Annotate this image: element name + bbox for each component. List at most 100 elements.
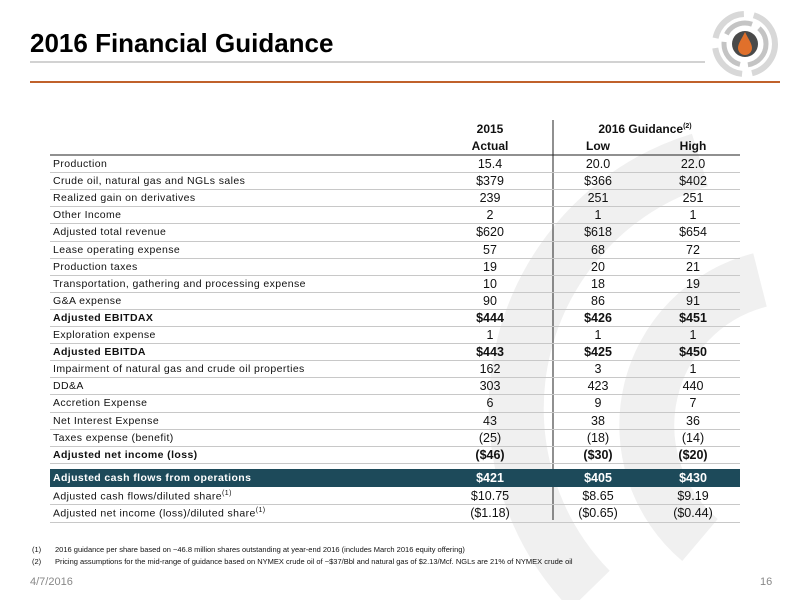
cell-value: 3 bbox=[594, 362, 602, 377]
cell-value: 20.0 bbox=[585, 157, 611, 171]
cell-value: 1 bbox=[689, 362, 697, 377]
cell-value: 7 bbox=[689, 396, 697, 411]
cell-value: $618 bbox=[584, 225, 612, 240]
cell-value: $450 bbox=[679, 345, 707, 360]
cell-value: 15.4 bbox=[477, 157, 503, 171]
cell-value: $10.75 bbox=[470, 488, 510, 503]
superscript: (2) bbox=[683, 123, 692, 130]
row-line bbox=[50, 274, 740, 276]
row-line bbox=[50, 521, 740, 523]
logo bbox=[712, 11, 778, 77]
cell-value: (25) bbox=[478, 430, 502, 445]
footnote-text: 2016 guidance per share based on ~46.8 m… bbox=[55, 545, 465, 554]
page-number: 16 bbox=[760, 576, 773, 588]
cell-value: 72 bbox=[686, 242, 700, 257]
row-label: Production bbox=[53, 158, 108, 170]
column-header: Low bbox=[586, 139, 610, 153]
cell-value: 1 bbox=[594, 208, 602, 223]
row-line bbox=[50, 291, 740, 293]
date: 4/7/2016 bbox=[30, 576, 73, 588]
superscript: (1) bbox=[222, 489, 232, 497]
cell-value: 1 bbox=[594, 328, 602, 342]
column-header: Actual bbox=[471, 139, 509, 153]
row-line bbox=[50, 223, 740, 225]
cell-value: ($20) bbox=[678, 447, 708, 462]
cell-value: $8.65 bbox=[582, 488, 614, 503]
cell-value: 239 bbox=[479, 191, 501, 206]
cell-value: $426 bbox=[584, 310, 612, 325]
cell-value: $620 bbox=[476, 225, 504, 240]
cell-value: $379 bbox=[476, 174, 504, 189]
cell-value: 43 bbox=[483, 413, 497, 428]
cell-value: 9 bbox=[594, 396, 602, 411]
row-line bbox=[50, 428, 740, 430]
cell-value: $402 bbox=[679, 174, 707, 189]
row-label: Exploration expense bbox=[53, 329, 156, 341]
row-label: Adjusted EBITDA bbox=[53, 346, 146, 359]
cell-value: 423 bbox=[587, 379, 609, 394]
cell-value: ($1.18) bbox=[470, 506, 510, 520]
cell-value: 10 bbox=[483, 276, 497, 291]
row-label: Net Interest Expense bbox=[53, 414, 160, 427]
cell-value: 57 bbox=[483, 242, 497, 257]
column-header: High bbox=[679, 139, 707, 153]
cell-value: $443 bbox=[476, 345, 504, 360]
cell-value: $430 bbox=[679, 471, 707, 485]
row-line bbox=[50, 240, 740, 242]
cell-value: $9.19 bbox=[677, 488, 709, 503]
row-label: Lease operating expense bbox=[53, 243, 181, 256]
superscript: (1) bbox=[255, 507, 266, 514]
cell-value: 38 bbox=[591, 413, 605, 428]
row-line bbox=[50, 206, 740, 208]
cell-value: ($0.65) bbox=[578, 506, 618, 520]
highlight-bar bbox=[50, 469, 740, 487]
cell-value: 18 bbox=[591, 276, 605, 291]
cell-value: 68 bbox=[591, 242, 605, 257]
row-line bbox=[50, 394, 740, 396]
footnote-marker: (1) bbox=[32, 545, 42, 554]
row-label: Adjusted cash flows from operations bbox=[53, 472, 252, 484]
cell-value: ($30) bbox=[583, 447, 613, 462]
row-line bbox=[50, 189, 740, 191]
cell-value: $366 bbox=[584, 174, 612, 189]
row-label: Adjusted cash flows/diluted share(1) bbox=[53, 489, 232, 503]
cell-value: 1 bbox=[486, 328, 494, 342]
group-header: 2016 Guidance(2) bbox=[598, 122, 692, 136]
row-label: Adjusted EBITDAX bbox=[53, 311, 154, 324]
cell-value: 20 bbox=[591, 259, 605, 274]
row-line bbox=[50, 172, 740, 174]
column-header: 2015 bbox=[476, 122, 504, 136]
row-line bbox=[50, 257, 740, 259]
row-label: G&A expense bbox=[53, 294, 122, 307]
row-line bbox=[50, 308, 740, 310]
cell-value: 6 bbox=[486, 396, 494, 411]
row-label: Adjusted total revenue bbox=[53, 226, 167, 239]
cell-value: 303 bbox=[479, 379, 501, 394]
cell-value: 91 bbox=[686, 293, 700, 308]
row-label: Transportation, gathering and processing… bbox=[53, 277, 306, 290]
row-line bbox=[50, 360, 740, 362]
cell-value: 251 bbox=[682, 191, 704, 206]
cell-value: (14) bbox=[681, 430, 705, 445]
cell-value: 1 bbox=[689, 328, 697, 342]
row-label: Adjusted net income (loss)/diluted share… bbox=[53, 507, 266, 520]
row-label: Crude oil, natural gas and NGLs sales bbox=[53, 175, 246, 188]
row-label: Taxes expense (benefit) bbox=[53, 431, 174, 444]
row-label: Accretion Expense bbox=[53, 397, 148, 410]
cell-value: 19 bbox=[686, 276, 700, 291]
title: 2016 Financial Guidance bbox=[30, 28, 334, 58]
cell-value: 251 bbox=[587, 191, 609, 206]
row-line bbox=[50, 377, 740, 379]
cell-value: $444 bbox=[476, 310, 504, 325]
row-line bbox=[50, 326, 740, 327]
row-label: Production taxes bbox=[53, 260, 138, 273]
cell-value: 86 bbox=[591, 293, 605, 308]
cell-value: $405 bbox=[584, 471, 612, 485]
footnote-text: Pricing assumptions for the mid-range of… bbox=[55, 557, 573, 566]
row-label: Realized gain on derivatives bbox=[53, 192, 196, 205]
cell-value: $654 bbox=[679, 225, 707, 240]
row-label: Impairment of natural gas and crude oil … bbox=[53, 363, 305, 376]
cell-value: 21 bbox=[686, 259, 700, 274]
